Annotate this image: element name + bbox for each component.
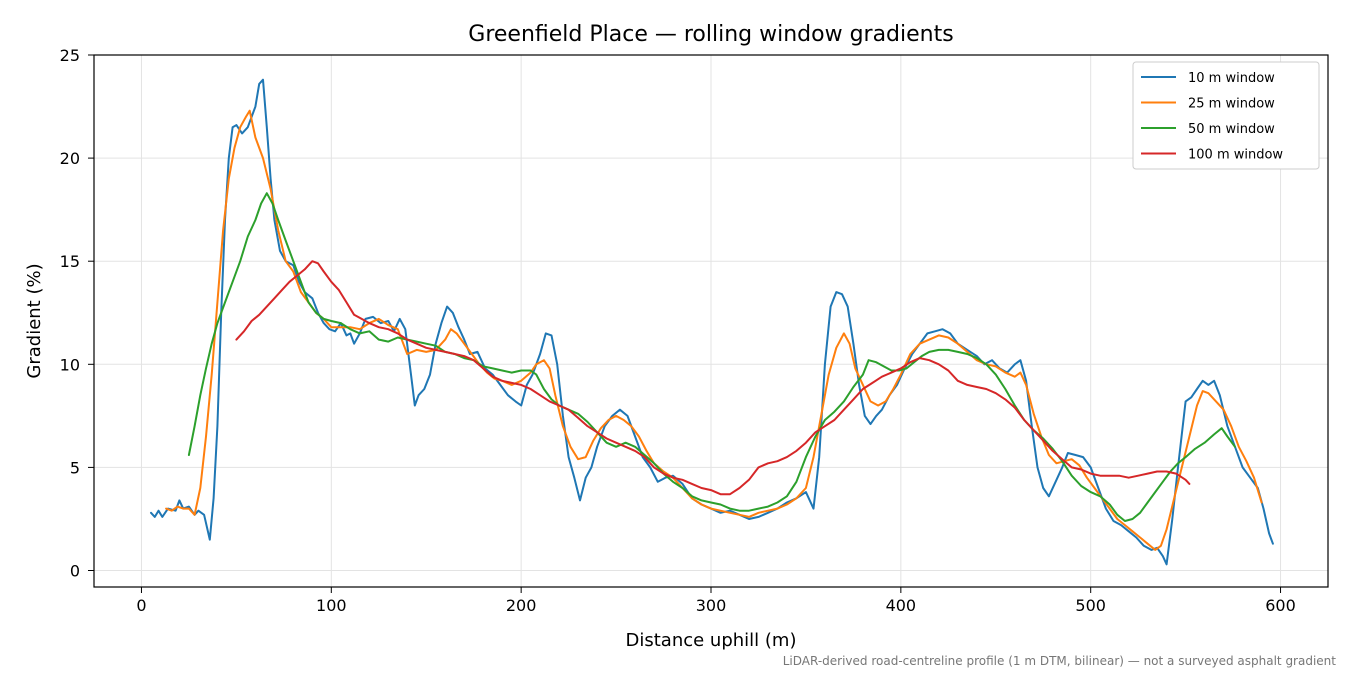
series-line-1: [150, 78, 1274, 566]
x-tick-label: 400: [886, 596, 917, 615]
x-tick-label: 600: [1265, 596, 1296, 615]
y-tick-label: 5: [70, 458, 80, 477]
y-tick-label: 10: [60, 355, 80, 374]
legend-label-2: 25 m window: [1188, 97, 1275, 112]
y-tick-label: 0: [70, 562, 80, 581]
series-line-4: [235, 260, 1191, 496]
x-tick-label: 200: [506, 596, 537, 615]
footnote: LiDAR-derived road-centreline profile (1…: [783, 654, 1337, 668]
series-line-3: [187, 192, 1236, 522]
x-tick-label: 500: [1075, 596, 1106, 615]
x-tick-label: 100: [316, 596, 347, 615]
y-axis-label: Gradient (%): [24, 263, 45, 378]
axis-ticks: 0 100 200 300 400 500 600 0 5 10 15 20 25: [60, 46, 1296, 615]
x-tick-label: 0: [136, 596, 146, 615]
legend-label-1: 10 m window: [1188, 71, 1275, 86]
legend: 10 m window 25 m window 50 m window 100 m w…: [1132, 61, 1320, 170]
legend-box: [1132, 61, 1320, 170]
y-tick-label: 25: [60, 46, 80, 65]
x-axis-label: Distance uphill (m): [626, 630, 797, 651]
legend-label-4: 100 m window: [1188, 148, 1283, 163]
legend-label-3: 50 m window: [1188, 122, 1275, 137]
chart-title: Greenfield Place — rolling window gradie…: [468, 22, 953, 47]
y-tick-label: 20: [60, 149, 80, 168]
y-tick-label: 15: [60, 252, 80, 271]
series-lines: [150, 78, 1274, 566]
x-tick-label: 300: [696, 596, 727, 615]
